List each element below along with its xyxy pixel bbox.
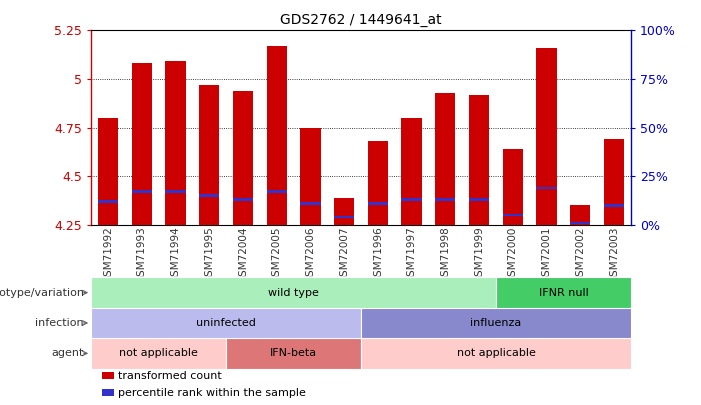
Bar bbox=[334, 198, 354, 225]
Bar bbox=[361, 308, 631, 338]
Text: transformed count: transformed count bbox=[118, 371, 222, 381]
Bar bbox=[402, 198, 422, 201]
Bar bbox=[132, 64, 152, 225]
Text: influenza: influenza bbox=[470, 318, 522, 328]
Text: IFNR null: IFNR null bbox=[538, 288, 588, 298]
Bar bbox=[435, 93, 456, 225]
Bar bbox=[300, 202, 320, 205]
Bar bbox=[226, 338, 361, 369]
Text: percentile rank within the sample: percentile rank within the sample bbox=[118, 388, 306, 398]
Bar bbox=[604, 204, 624, 207]
Text: infection: infection bbox=[36, 318, 84, 328]
Text: not applicable: not applicable bbox=[456, 348, 536, 358]
Bar bbox=[536, 187, 557, 189]
Bar bbox=[402, 118, 422, 225]
Bar bbox=[604, 139, 624, 225]
Bar bbox=[300, 128, 320, 225]
Title: GDS2762 / 1449641_at: GDS2762 / 1449641_at bbox=[280, 13, 442, 27]
Bar bbox=[266, 46, 287, 225]
Text: IFN-beta: IFN-beta bbox=[270, 348, 317, 358]
Bar bbox=[91, 277, 496, 308]
Bar bbox=[266, 190, 287, 193]
Bar bbox=[503, 214, 523, 216]
Bar bbox=[165, 190, 186, 193]
Text: agent: agent bbox=[52, 348, 84, 358]
Bar bbox=[361, 338, 631, 369]
Bar bbox=[233, 198, 253, 201]
Text: uninfected: uninfected bbox=[196, 318, 256, 328]
Text: not applicable: not applicable bbox=[119, 348, 198, 358]
Bar bbox=[469, 198, 489, 201]
Bar bbox=[469, 94, 489, 225]
Bar bbox=[334, 216, 354, 218]
Bar bbox=[233, 91, 253, 225]
Text: genotype/variation: genotype/variation bbox=[0, 288, 84, 298]
Text: wild type: wild type bbox=[268, 288, 319, 298]
Bar bbox=[435, 198, 456, 201]
Bar bbox=[102, 372, 114, 379]
Bar bbox=[91, 338, 226, 369]
Bar bbox=[199, 85, 219, 225]
Bar bbox=[503, 149, 523, 225]
Bar bbox=[165, 62, 186, 225]
Bar bbox=[368, 202, 388, 205]
Bar bbox=[199, 194, 219, 197]
Bar bbox=[570, 222, 590, 224]
Bar bbox=[98, 200, 118, 203]
Bar bbox=[91, 308, 361, 338]
Bar bbox=[132, 190, 152, 193]
Bar bbox=[368, 141, 388, 225]
Bar bbox=[496, 277, 631, 308]
Bar bbox=[98, 118, 118, 225]
Bar bbox=[570, 205, 590, 225]
Bar bbox=[102, 389, 114, 396]
Bar bbox=[536, 48, 557, 225]
